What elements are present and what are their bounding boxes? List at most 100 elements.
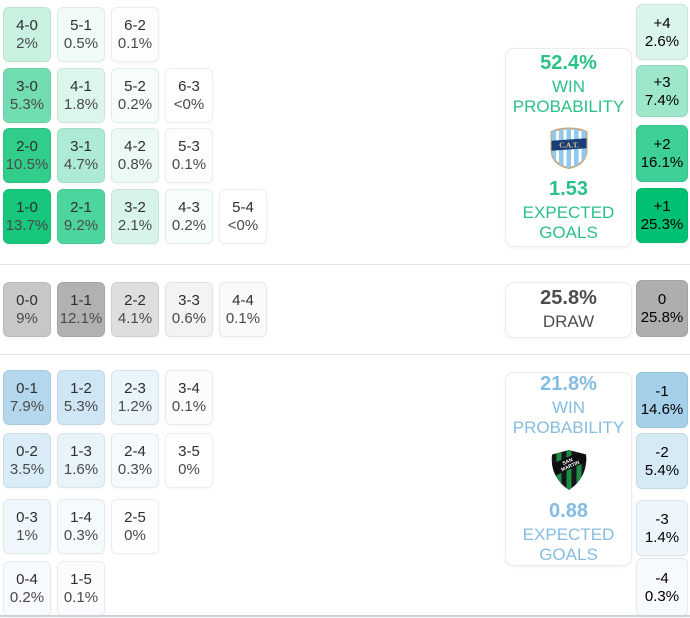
score-cell-4-1: 4-1 1.8% — [57, 68, 105, 123]
score-label: 0-0 — [16, 291, 38, 309]
home-win-probability-label: WIN PROBABILITY — [512, 76, 625, 116]
probability-label: 2.6% — [644, 32, 680, 50]
score-label: 2-0 — [16, 137, 38, 155]
diff-cell-plus4: +4 2.6% — [636, 4, 688, 60]
probability-label: 7.9% — [9, 398, 45, 415]
diff-cell-minus2: -2 5.4% — [636, 433, 688, 489]
score-cell-2-5: 2-5 0% — [111, 499, 159, 554]
probability-label: 0.1% — [171, 156, 207, 173]
probability-label: 5.3% — [9, 96, 45, 113]
probability-label: 0.1% — [171, 398, 207, 415]
probability-label: 5.4% — [644, 461, 680, 479]
probability-label: 5.3% — [63, 398, 99, 415]
score-cell-6-3: 6-3 <0% — [165, 68, 213, 123]
home-win-card: 52.4% WIN PROBABILITY C.A.T. 1.53 EXPECT… — [505, 48, 632, 247]
score-cell-5-3: 5-3 0.1% — [165, 128, 213, 183]
probability-label: 0.1% — [117, 35, 153, 52]
score-cell-3-0: 3-0 5.3% — [3, 68, 51, 123]
probability-label: 1.8% — [63, 96, 99, 113]
probability-label: 2.1% — [117, 217, 153, 234]
diff-label: +4 — [653, 14, 671, 32]
score-label: 3-2 — [124, 198, 146, 216]
score-label: 0-2 — [16, 442, 38, 460]
away-score-row-3: 0-3 1% 1-4 0.3% 2-5 0% — [3, 499, 159, 554]
probability-label: 1% — [16, 527, 38, 544]
score-label: 2-5 — [124, 508, 146, 526]
home-team-crest-icon: C.A.T. — [550, 127, 587, 169]
score-cell-0-2: 0-2 3.5% — [3, 433, 51, 488]
score-label: 4-4 — [232, 291, 254, 309]
away-expected-goals-value: 0.88 — [549, 499, 588, 522]
probability-label: 0.2% — [9, 589, 45, 606]
diff-label: 0 — [657, 291, 667, 308]
probability-label: 12.1% — [59, 310, 103, 327]
diff-cell-minus3: -3 1.4% — [636, 500, 688, 556]
score-cell-2-0: 2-0 10.5% — [3, 128, 51, 183]
score-label: 1-4 — [70, 508, 92, 526]
score-cell-1-0: 1-0 13.7% — [3, 189, 51, 244]
probability-label: <0% — [173, 96, 205, 113]
probability-label: 4.1% — [117, 310, 153, 327]
away-score-row-1: 0-1 7.9% 1-2 5.3% 2-3 1.2% 3-4 0.1% — [3, 370, 213, 425]
home-win-probability-value: 52.4% — [540, 51, 597, 74]
away-win-probability-label: WIN PROBABILITY — [512, 398, 625, 438]
score-cell-1-4: 1-4 0.3% — [57, 499, 105, 554]
probability-label: 1.6% — [63, 461, 99, 478]
score-label: 3-5 — [178, 442, 200, 460]
probability-label: 3.5% — [9, 461, 45, 478]
score-label: 3-4 — [178, 379, 200, 397]
score-label: 0-1 — [16, 379, 38, 397]
score-cell-1-2: 1-2 5.3% — [57, 370, 105, 425]
home-team-crest-text: C.A.T. — [559, 142, 579, 150]
score-label: 5-4 — [232, 198, 254, 216]
diff-label: +2 — [653, 136, 671, 153]
probability-label: 0% — [124, 527, 146, 544]
diff-label: +3 — [653, 73, 671, 91]
score-label: 2-1 — [70, 198, 92, 216]
probability-label: 9% — [16, 310, 38, 327]
score-cell-5-2: 5-2 0.2% — [111, 68, 159, 123]
probability-label: 10.5% — [5, 156, 49, 173]
section-divider — [0, 354, 690, 355]
probability-label: 0% — [178, 461, 200, 478]
probability-label: <0% — [227, 217, 259, 234]
probability-label: 9.2% — [63, 217, 99, 234]
score-cell-0-3: 0-3 1% — [3, 499, 51, 554]
probability-label: 0.3% — [117, 461, 153, 478]
draw-score-row: 0-0 9% 1-1 12.1% 2-2 4.1% 3-3 0.6% 4-4 0… — [3, 282, 267, 337]
score-cell-0-0: 0-0 9% — [3, 282, 51, 337]
score-cell-3-4: 3-4 0.1% — [165, 370, 213, 425]
probability-label: 0.1% — [225, 310, 261, 327]
diff-label: -1 — [655, 382, 669, 400]
score-cell-4-4: 4-4 0.1% — [219, 282, 267, 337]
draw-label: DRAW — [542, 312, 595, 332]
away-win-card: 21.8% WIN PROBABILITY SAN MARTIN — [505, 372, 632, 566]
away-win-probability-value: 21.8% — [540, 373, 597, 396]
score-cell-4-0: 4-0 2% — [3, 7, 51, 62]
score-cell-0-1: 0-1 7.9% — [3, 370, 51, 425]
away-score-row-4: 0-4 0.2% 1-5 0.1% — [3, 561, 105, 616]
score-label: 3-1 — [70, 137, 92, 155]
probability-label: 7.4% — [644, 91, 680, 109]
score-label: 2-4 — [124, 442, 146, 460]
bottom-border — [0, 615, 690, 617]
score-label: 6-3 — [178, 77, 200, 95]
home-expected-goals-label: EXPECTED GOALS — [522, 203, 615, 243]
probability-label: 0.6% — [171, 310, 207, 327]
probability-label: 0.2% — [171, 217, 207, 234]
score-label: 2-3 — [124, 379, 146, 397]
diff-label: +1 — [653, 198, 671, 215]
away-expected-goals-label: EXPECTED GOALS — [522, 524, 615, 564]
diff-cell-plus1: +1 25.3% — [636, 188, 688, 243]
diff-label: -2 — [655, 443, 669, 461]
probability-label: 4.7% — [63, 156, 99, 173]
probability-label: 0.5% — [63, 35, 99, 52]
score-label: 1-3 — [70, 442, 92, 460]
score-label: 0-3 — [16, 508, 38, 526]
score-cell-4-3: 4-3 0.2% — [165, 189, 213, 244]
home-score-row-2: 3-0 5.3% 4-1 1.8% 5-2 0.2% 6-3 <0% — [3, 68, 213, 123]
diff-label: -3 — [655, 510, 669, 528]
score-label: 3-3 — [178, 291, 200, 309]
diff-cell-minus1: -1 14.6% — [636, 372, 688, 428]
